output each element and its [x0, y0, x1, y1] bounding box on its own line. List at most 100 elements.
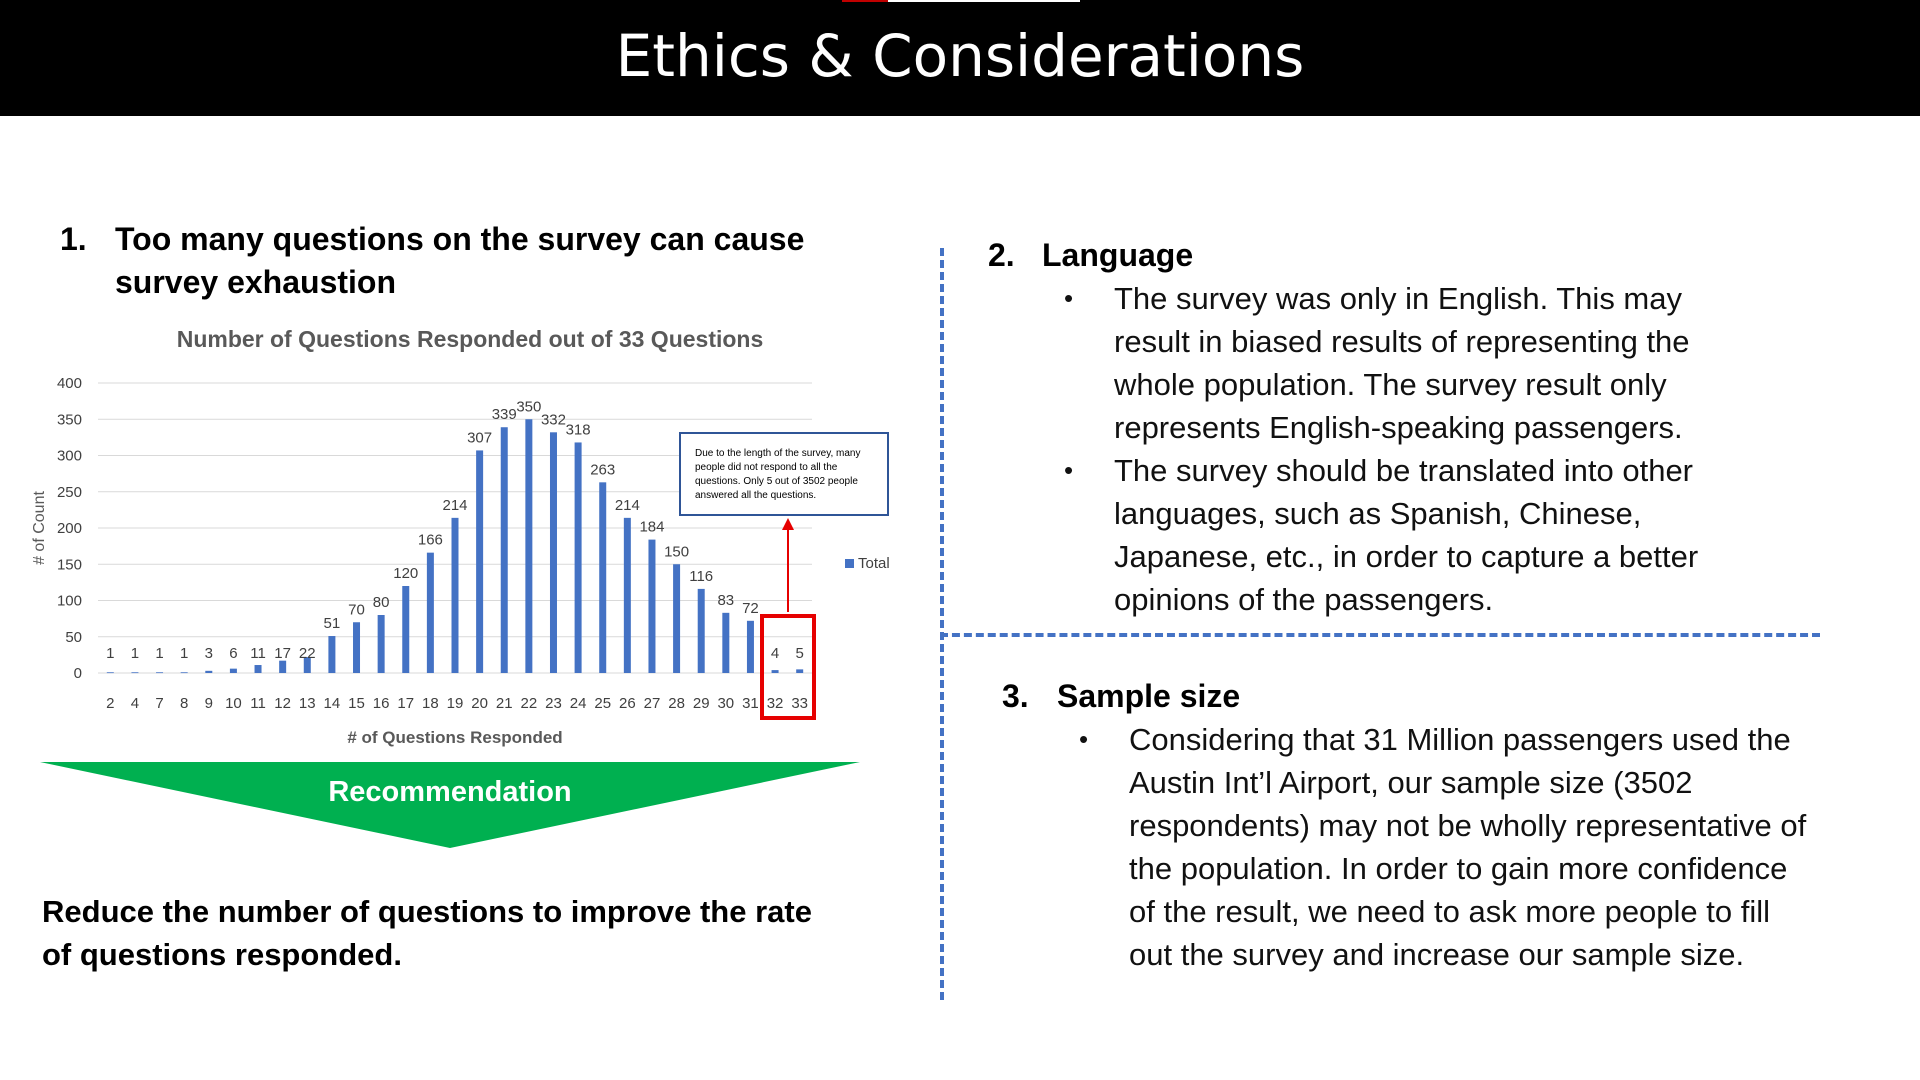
title-accent-white — [888, 0, 1080, 2]
bar — [476, 450, 484, 673]
data-label: 214 — [615, 497, 640, 514]
bar — [377, 615, 385, 673]
data-label: 120 — [393, 565, 418, 582]
section3-bullet: • Considering that 31 Million passengers… — [1079, 718, 1819, 976]
data-label: 184 — [639, 519, 664, 536]
x-tick-label: 22 — [521, 695, 538, 712]
bar — [623, 517, 631, 673]
data-label: 307 — [467, 429, 492, 446]
data-label: 51 — [324, 615, 341, 632]
bar — [303, 657, 311, 673]
section3-number: 3. — [1002, 678, 1029, 714]
y-tick-label: 400 — [57, 375, 82, 392]
data-label: 339 — [492, 406, 517, 423]
slide-title: Ethics & Considerations — [615, 22, 1305, 90]
data-label: 83 — [717, 592, 734, 609]
bullet-dot-icon: • — [1064, 455, 1074, 485]
data-label: 22 — [299, 645, 316, 662]
x-tick-label: 33 — [791, 695, 808, 712]
x-tick-label: 23 — [545, 695, 562, 712]
bar-chart: 0501001502002503003504001214171839610111… — [31, 375, 890, 747]
data-label: 5 — [796, 645, 804, 662]
bar — [229, 668, 237, 673]
section1-heading-line2: survey exhaustion — [115, 264, 396, 300]
x-tick-label: 9 — [205, 695, 213, 712]
bar — [426, 552, 434, 673]
x-tick-label: 27 — [644, 695, 661, 712]
data-label: 3 — [205, 645, 213, 662]
data-label: 4 — [771, 645, 779, 662]
section2-bullet: • The survey was only in English. This m… — [1064, 277, 1764, 449]
x-tick-label: 14 — [324, 695, 341, 712]
y-tick-label: 200 — [57, 520, 82, 537]
horizontal-divider — [940, 633, 1820, 637]
data-label: 263 — [590, 461, 615, 478]
x-tick-label: 13 — [299, 695, 316, 712]
data-label: 150 — [664, 543, 689, 560]
data-label: 70 — [348, 601, 365, 618]
bar — [106, 672, 114, 674]
x-tick-label: 4 — [131, 695, 139, 712]
section2-bullets: • The survey was only in English. This m… — [1064, 277, 1764, 621]
section2-number: 2. — [988, 237, 1015, 273]
y-tick-label: 50 — [65, 629, 82, 646]
data-label: 214 — [442, 497, 467, 514]
legend-label: Total — [858, 555, 890, 572]
section1-heading: 1. Too many questions on the survey can … — [60, 218, 820, 308]
recommendation-arrow — [40, 762, 860, 848]
recommendation-body: Reduce the number of questions to improv… — [42, 894, 812, 972]
bar — [279, 660, 287, 673]
section2-heading-text: Language — [1042, 237, 1194, 273]
x-tick-label: 7 — [155, 695, 163, 712]
section2-bullet-text: The survey should be translated into oth… — [1114, 453, 1699, 617]
section1-heading-line1: Too many questions on the survey can cau… — [115, 221, 805, 257]
section2-bullet: • The survey should be translated into o… — [1064, 449, 1764, 621]
bullet-dot-icon: • — [1079, 724, 1089, 754]
section2-heading: 2. Language — [988, 234, 1588, 277]
x-tick-label: 16 — [373, 695, 390, 712]
bar — [673, 564, 681, 673]
x-tick-label: 12 — [274, 695, 291, 712]
bar — [500, 427, 508, 673]
highlight-box — [760, 614, 816, 720]
section1-number: 1. — [60, 221, 87, 257]
bar — [254, 665, 262, 673]
y-tick-label: 350 — [57, 411, 82, 428]
data-label: 6 — [229, 645, 237, 662]
legend-swatch — [845, 559, 854, 568]
bar — [722, 612, 730, 673]
x-tick-label: 29 — [693, 695, 710, 712]
title-accent-red — [842, 0, 888, 2]
title-bar: Ethics & Considerations — [0, 0, 1920, 116]
data-label: 1 — [131, 645, 139, 662]
data-label: 350 — [516, 398, 541, 415]
section3-heading: 3. Sample size — [1002, 675, 1602, 718]
bar — [156, 672, 164, 674]
data-label: 80 — [373, 594, 390, 611]
x-tick-label: 24 — [570, 695, 587, 712]
bar — [549, 432, 557, 673]
data-label: 1 — [106, 645, 114, 662]
bar — [451, 517, 459, 673]
y-tick-label: 300 — [57, 448, 82, 465]
data-label: 332 — [541, 411, 566, 428]
bar — [746, 620, 754, 673]
section3-bullet-text: Considering that 31 Million passengers u… — [1129, 722, 1807, 972]
y-tick-label: 100 — [57, 593, 82, 610]
section2-bullet-text: The survey was only in English. This may… — [1114, 281, 1690, 445]
bullet-dot-icon: • — [1064, 283, 1074, 313]
bar — [205, 670, 213, 673]
data-label: 116 — [689, 568, 713, 585]
x-tick-label: 18 — [422, 695, 439, 712]
bar — [771, 670, 779, 673]
x-tick-label: 30 — [717, 695, 734, 712]
y-tick-label: 150 — [57, 556, 82, 573]
recommendation-label: Recommendation — [328, 776, 572, 808]
x-tick-label: 8 — [180, 695, 188, 712]
data-label: 1 — [180, 645, 188, 662]
chart-annotation: Due to the length of the survey, many pe… — [679, 432, 889, 516]
bar — [697, 588, 705, 673]
bar — [796, 669, 804, 673]
bar — [131, 672, 139, 674]
data-label: 72 — [742, 600, 759, 617]
